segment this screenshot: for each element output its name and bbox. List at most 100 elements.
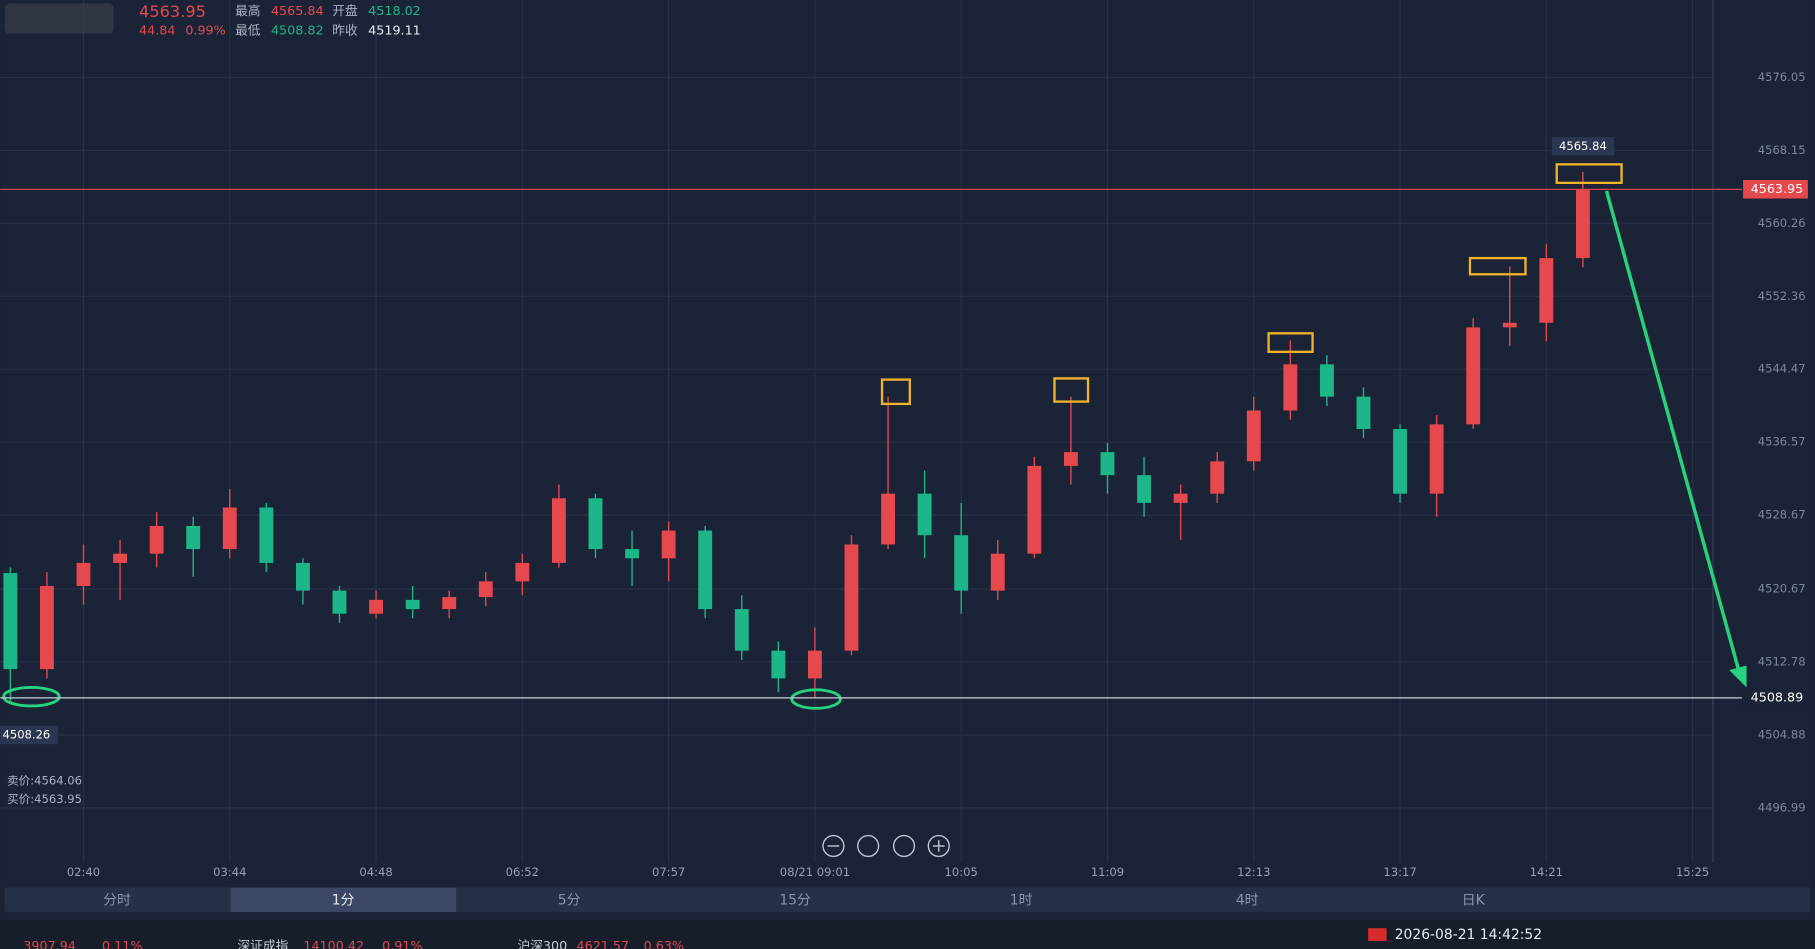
tab[interactable]: 15分 (779, 892, 811, 908)
zoom-out[interactable] (822, 834, 845, 858)
y-tick-label: 4504.88 (1758, 727, 1806, 741)
ticker-item: 0.63% (644, 939, 684, 949)
y-tick-label: 4512.78 (1758, 654, 1806, 668)
flag (1368, 928, 1387, 941)
price-tag-label: 4563.95 (1751, 182, 1804, 197)
y-tick-label: 4536.57 (1758, 435, 1806, 449)
candle-body (881, 493, 896, 545)
max-tag (1551, 137, 1615, 156)
candle-body (113, 553, 128, 563)
x-tick-label: 06:52 (506, 865, 539, 879)
prev[interactable] (857, 834, 880, 858)
ticker-item: 沪深300 (517, 939, 567, 949)
y-tick-label: 4552.36 (1758, 289, 1806, 303)
tab[interactable]: 1分 (332, 892, 355, 908)
value: 4565.84 (271, 4, 324, 19)
candle-body (1539, 258, 1554, 323)
candle-body (844, 544, 859, 651)
value: 4518.02 (368, 4, 421, 19)
ticker-item: 3907.94 (23, 939, 76, 949)
y-tick-label: 4528.67 (1758, 508, 1806, 522)
price-tag-label: 4508.89 (1751, 690, 1804, 705)
candle-body (3, 573, 18, 670)
nav-buttons[interactable] (822, 834, 950, 858)
candle-body (369, 599, 384, 614)
arrow-head (1729, 665, 1747, 688)
y-tick-label: 4576.05 (1758, 70, 1806, 84)
tab[interactable]: 分时 (103, 892, 131, 908)
candle-body (1100, 452, 1115, 476)
tab[interactable]: 5分 (558, 892, 581, 908)
x-tick-label: 02:40 (67, 865, 100, 879)
candle-body (1429, 424, 1444, 494)
x-tick-label: 10:05 (945, 865, 978, 879)
y-tick-label: 4560.26 (1758, 216, 1806, 230)
x-tick-label: 15:25 (1676, 865, 1709, 879)
candle-body (39, 586, 54, 670)
tab-active (230, 887, 457, 912)
candle-body (1246, 410, 1261, 462)
ticker-item: 深证成指 (237, 939, 288, 949)
highlight-box (1053, 377, 1090, 403)
ticker-item: 14100.42 (303, 939, 364, 949)
candle-body (698, 530, 713, 610)
candle-body (1063, 452, 1078, 466)
value: 4519.11 (368, 24, 421, 39)
label: 昨收 (332, 24, 358, 39)
labels: 4576.05 4568.15 4560.26 4552.36 4544.47 4536.… (0, 70, 1808, 879)
candle-body (1027, 465, 1042, 554)
x-tick-label: 13:17 (1383, 865, 1416, 879)
candle-body (76, 562, 91, 587)
next[interactable] (892, 834, 916, 858)
status-bar (0, 920, 1815, 949)
candle-body (1283, 364, 1298, 411)
candle-body (515, 562, 530, 582)
candle-body (332, 590, 347, 614)
candle-body (771, 650, 786, 679)
candle-body (807, 650, 822, 679)
candles (3, 171, 1590, 704)
max-label: 4565.84 (1559, 139, 1607, 153)
tab[interactable]: 1时 (1010, 892, 1033, 908)
x-tick-label: 12:13 (1237, 865, 1270, 879)
candle-body (1173, 493, 1188, 503)
price-tag (1743, 688, 1808, 708)
x-tick-label: 07:57 (652, 865, 685, 879)
candle-body (259, 507, 274, 563)
candle-body (990, 553, 1005, 591)
ticker-item: 0.91% (382, 939, 422, 949)
x-tick-label: 11:09 (1091, 865, 1124, 879)
tabs: 分时 1分 5分 15分 1时 4时 日K (103, 892, 1485, 908)
highlight-box (880, 378, 911, 406)
candle-body (149, 525, 164, 554)
highlight-ellipse (2, 685, 61, 708)
candle-body (1502, 322, 1517, 328)
x-tick-label: 08/21 09:01 (780, 865, 850, 879)
candle-body (588, 498, 603, 550)
tab[interactable]: 日K (1462, 892, 1486, 908)
y-tick-label: 4496.99 (1758, 800, 1806, 814)
label: 最高 (235, 3, 260, 19)
candle-body (1319, 364, 1334, 397)
label: 最低 (235, 24, 261, 39)
candle-body (625, 549, 640, 559)
candle-body (405, 599, 420, 610)
y-tick-label: 4520.67 (1758, 582, 1806, 596)
change: 44.84 (139, 24, 175, 39)
y-tick-label: 4568.15 (1758, 143, 1806, 157)
candle-body (1575, 189, 1590, 259)
x-tick-label: 04:48 (359, 865, 392, 879)
y-tick-label: 4544.47 (1758, 362, 1806, 376)
datetime: 2026-08-21 14:42:52 (1395, 927, 1542, 943)
x-tick-label: 03:44 (213, 865, 246, 879)
ticker-item: 4621.57 (577, 939, 630, 949)
candle-body (1393, 428, 1407, 494)
ticker-item: 0.11% (102, 939, 142, 949)
zoom-in[interactable] (927, 834, 950, 858)
price-tag (1743, 180, 1808, 199)
tab[interactable]: 4时 (1236, 892, 1259, 908)
value: 4508.82 (271, 24, 324, 39)
